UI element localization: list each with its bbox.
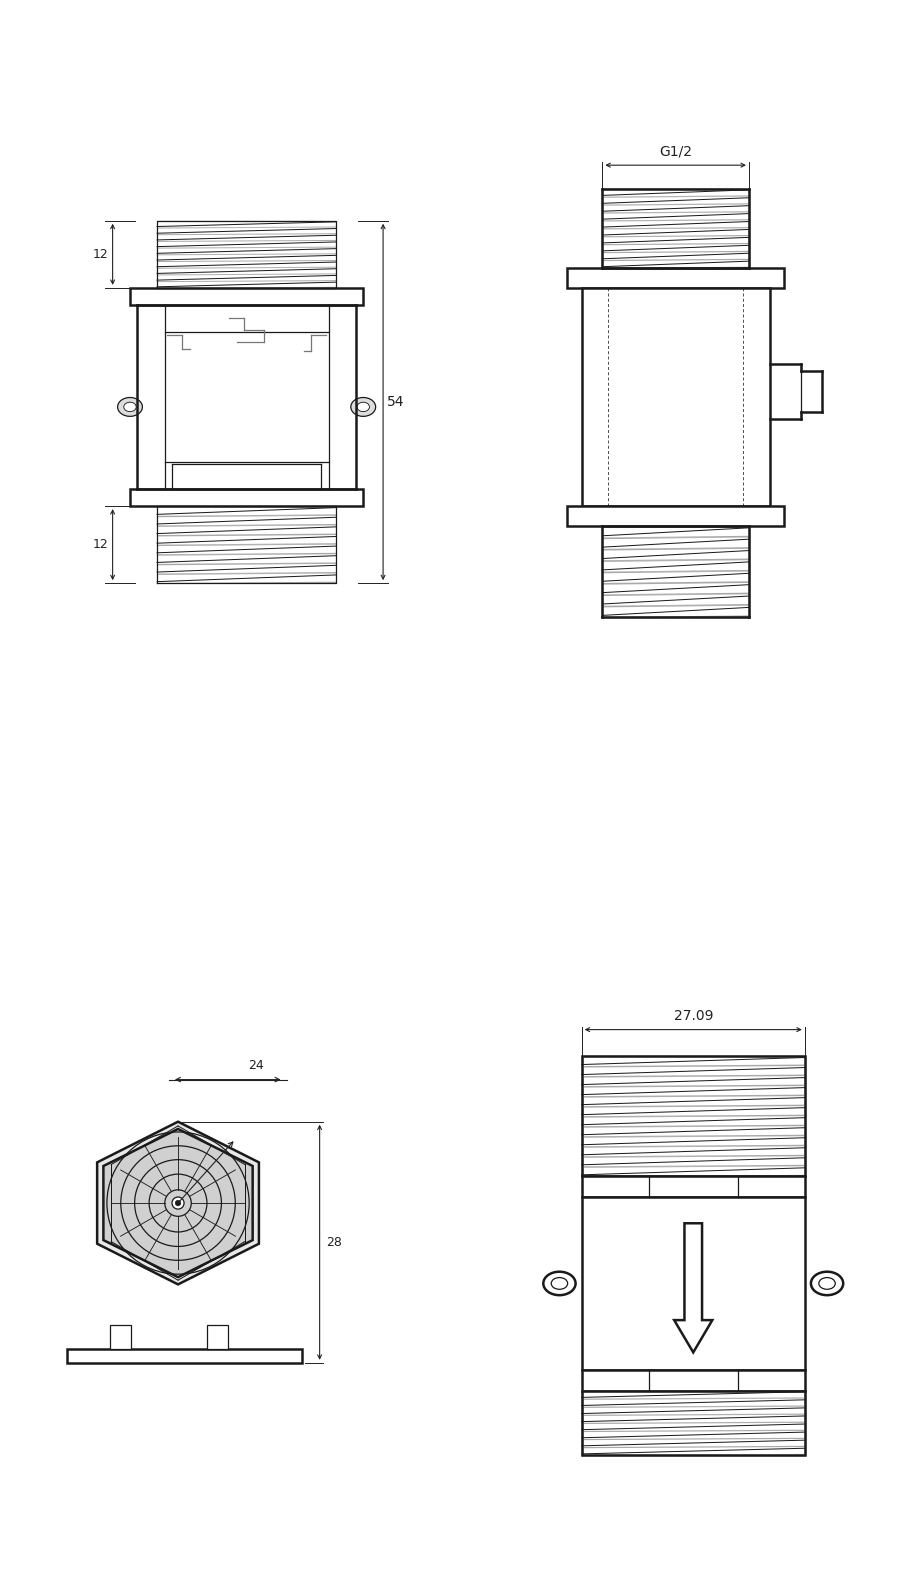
Bar — [581, 1370, 805, 1391]
Polygon shape — [602, 549, 749, 551]
Ellipse shape — [357, 402, 370, 411]
Polygon shape — [602, 561, 749, 562]
Polygon shape — [602, 526, 749, 527]
Polygon shape — [602, 583, 749, 584]
Bar — [581, 289, 769, 505]
Bar — [581, 1391, 805, 1455]
Text: 24: 24 — [249, 1059, 264, 1072]
Polygon shape — [602, 605, 749, 608]
Ellipse shape — [551, 1278, 568, 1289]
Text: 12: 12 — [93, 248, 108, 260]
Bar — [567, 268, 784, 289]
Ellipse shape — [117, 397, 142, 416]
Text: 28: 28 — [326, 1235, 341, 1248]
Circle shape — [172, 1197, 184, 1208]
Text: 12: 12 — [93, 538, 108, 551]
Polygon shape — [602, 559, 749, 561]
Bar — [130, 489, 363, 507]
Polygon shape — [602, 581, 749, 583]
Polygon shape — [602, 616, 749, 618]
Bar — [67, 1350, 302, 1363]
Bar — [581, 1177, 805, 1197]
Polygon shape — [602, 592, 749, 594]
Ellipse shape — [124, 402, 137, 411]
Text: 27.09: 27.09 — [673, 1008, 713, 1023]
Bar — [130, 287, 363, 305]
Polygon shape — [602, 570, 749, 572]
Ellipse shape — [543, 1272, 576, 1296]
Polygon shape — [602, 537, 749, 540]
Bar — [581, 1197, 805, 1370]
Polygon shape — [97, 1121, 259, 1285]
Polygon shape — [602, 594, 749, 596]
Polygon shape — [602, 603, 749, 605]
Polygon shape — [602, 548, 749, 549]
Circle shape — [175, 1201, 181, 1205]
Ellipse shape — [351, 397, 376, 416]
Bar — [206, 1326, 227, 1350]
Polygon shape — [602, 572, 749, 573]
Bar — [567, 505, 784, 526]
Polygon shape — [602, 535, 749, 537]
Polygon shape — [674, 1223, 713, 1353]
Ellipse shape — [811, 1272, 844, 1296]
Polygon shape — [104, 1129, 253, 1277]
Bar — [581, 1056, 805, 1177]
Text: 54: 54 — [387, 395, 404, 410]
Text: G1/2: G1/2 — [659, 145, 692, 159]
Ellipse shape — [819, 1278, 835, 1289]
Bar — [110, 1326, 131, 1350]
